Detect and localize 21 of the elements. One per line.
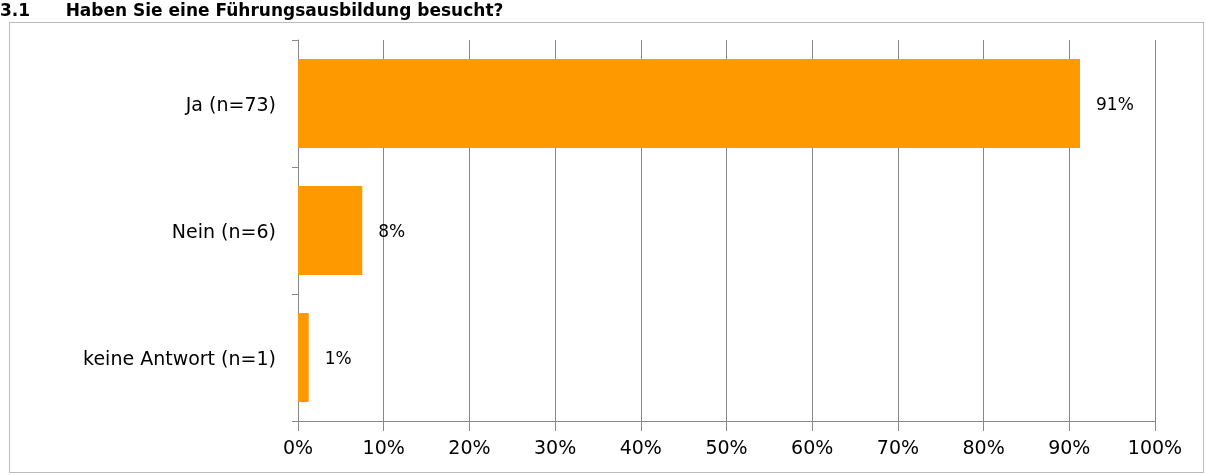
x-tick-label: 80% <box>962 435 1005 458</box>
bar <box>298 186 363 275</box>
bar <box>298 313 309 402</box>
chart-title: 3.1 Haben Sie eine Führungsausbildung besucht? <box>0 0 504 20</box>
x-tick-label: 20% <box>448 435 491 458</box>
y-tick-label: Ja (n=73) <box>184 92 276 115</box>
data-label: 1% <box>324 347 352 368</box>
x-tick-label: 30% <box>533 435 577 458</box>
data-label: 91% <box>1096 93 1134 114</box>
y-tick-label: keine Antwort (n=1) <box>83 346 276 369</box>
y-tick-label: Nein (n=6) <box>171 219 276 242</box>
x-tick-label: 40% <box>619 435 662 458</box>
x-tick-label: 60% <box>791 435 834 458</box>
x-tick-label: 0% <box>282 435 314 458</box>
x-tick-label: 70% <box>876 435 920 458</box>
x-tick-label: 50% <box>705 435 748 458</box>
x-tick-label: 10% <box>362 435 405 458</box>
data-label: 8% <box>378 220 406 241</box>
bar <box>298 59 1081 148</box>
x-tick-label: 90% <box>1048 435 1091 458</box>
x-tick-label: 100% <box>1127 435 1183 458</box>
